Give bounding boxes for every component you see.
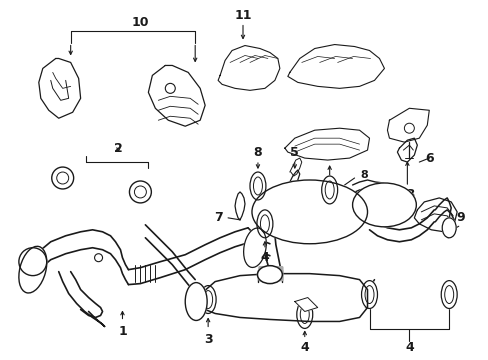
Ellipse shape (441, 218, 455, 238)
Ellipse shape (134, 186, 146, 198)
FancyBboxPatch shape (259, 267, 282, 280)
Ellipse shape (321, 176, 337, 204)
Polygon shape (386, 108, 428, 142)
Ellipse shape (57, 172, 68, 184)
Text: 3: 3 (203, 333, 212, 346)
Text: 13: 13 (398, 188, 415, 202)
Ellipse shape (19, 246, 47, 293)
Ellipse shape (251, 180, 367, 244)
Text: 1: 1 (118, 325, 126, 338)
Ellipse shape (249, 172, 265, 200)
Ellipse shape (200, 285, 216, 314)
Ellipse shape (129, 181, 151, 203)
Text: 5: 5 (290, 145, 299, 159)
Ellipse shape (253, 177, 262, 195)
Ellipse shape (256, 210, 272, 238)
Ellipse shape (165, 84, 175, 93)
Ellipse shape (257, 266, 282, 284)
Ellipse shape (185, 283, 207, 320)
Text: 8: 8 (253, 145, 262, 159)
Text: 11: 11 (234, 9, 251, 22)
Ellipse shape (300, 306, 308, 323)
Ellipse shape (361, 280, 377, 309)
Polygon shape (218, 45, 279, 90)
Polygon shape (285, 128, 369, 160)
Text: 9: 9 (456, 211, 465, 224)
Ellipse shape (243, 228, 266, 267)
Text: 4: 4 (260, 251, 269, 264)
Ellipse shape (352, 183, 415, 227)
Text: 4: 4 (300, 341, 308, 354)
Ellipse shape (94, 254, 102, 262)
Text: 4: 4 (404, 341, 413, 354)
Ellipse shape (325, 181, 333, 199)
Text: 10: 10 (131, 16, 149, 29)
Polygon shape (294, 298, 317, 311)
Ellipse shape (404, 123, 413, 133)
Polygon shape (195, 274, 367, 321)
Ellipse shape (296, 301, 312, 328)
Ellipse shape (440, 280, 456, 309)
Ellipse shape (52, 167, 74, 189)
Ellipse shape (203, 291, 212, 309)
Ellipse shape (260, 215, 269, 233)
Ellipse shape (444, 285, 453, 303)
Text: 12: 12 (320, 181, 338, 194)
Ellipse shape (364, 285, 373, 303)
Text: 7: 7 (213, 211, 222, 224)
Text: 8: 8 (360, 170, 367, 180)
Ellipse shape (19, 248, 47, 276)
Text: 6: 6 (424, 152, 433, 165)
Polygon shape (287, 45, 384, 88)
Text: 2: 2 (114, 141, 122, 155)
